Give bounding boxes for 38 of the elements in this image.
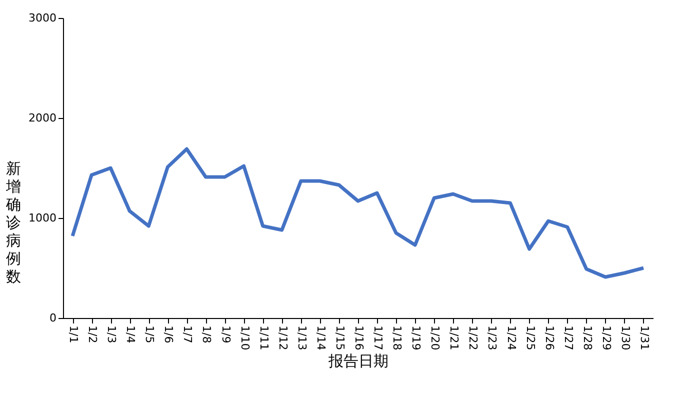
x-tick-label: 1/28 — [580, 326, 594, 350]
x-tick-label: 1/31 — [638, 326, 651, 350]
x-tick-label: 1/21 — [448, 326, 461, 350]
y-tick-label: 0 — [50, 312, 56, 324]
x-tick-label: 1/4 — [124, 326, 138, 344]
x-tick-label: 1/11 — [257, 326, 270, 350]
x-tick-label: 1/7 — [181, 326, 194, 344]
x-tick-label: 1/20 — [428, 326, 442, 350]
x-tick-label: 1/26 — [542, 326, 556, 350]
y-axis-title: 新增确诊病例数 — [5, 160, 21, 286]
x-tick-label: 1/5 — [143, 326, 156, 344]
x-tick-label: 1/13 — [295, 326, 308, 350]
x-tick-label: 1/19 — [410, 326, 423, 350]
y-tick-label: 2000 — [28, 112, 56, 124]
x-tick-label: 1/24 — [504, 326, 518, 350]
x-tick-label: 1/17 — [372, 326, 385, 350]
x-tick-label: 1/25 — [524, 326, 537, 350]
x-tick-label: 1/10 — [238, 326, 252, 350]
x-tick-label: 1/23 — [486, 326, 499, 350]
x-tick-label: 1/18 — [390, 326, 404, 350]
x-tick-label: 1/27 — [562, 326, 575, 350]
x-tick-label: 1/8 — [200, 326, 214, 344]
x-tick-label: 1/3 — [105, 326, 118, 344]
y-tick-label: 3000 — [28, 12, 56, 24]
x-tick-label: 1/22 — [466, 326, 480, 350]
x-tick-label: 1/14 — [314, 326, 328, 350]
x-tick-label: 1/15 — [333, 326, 346, 350]
x-tick-label: 1/2 — [86, 326, 100, 344]
x-tick-label: 1/16 — [352, 326, 366, 350]
x-tick-label: 1/12 — [276, 326, 290, 350]
x-tick-label: 1/30 — [618, 326, 632, 350]
x-tick-label: 1/1 — [67, 326, 80, 344]
x-tick-label: 1/29 — [600, 326, 613, 350]
x-tick-label: 1/6 — [162, 326, 176, 344]
x-axis-title: 报告日期 — [328, 352, 388, 370]
y-tick-label: 1000 — [28, 212, 56, 224]
x-tick-label: 1/9 — [219, 326, 232, 344]
line-series — [70, 147, 646, 279]
